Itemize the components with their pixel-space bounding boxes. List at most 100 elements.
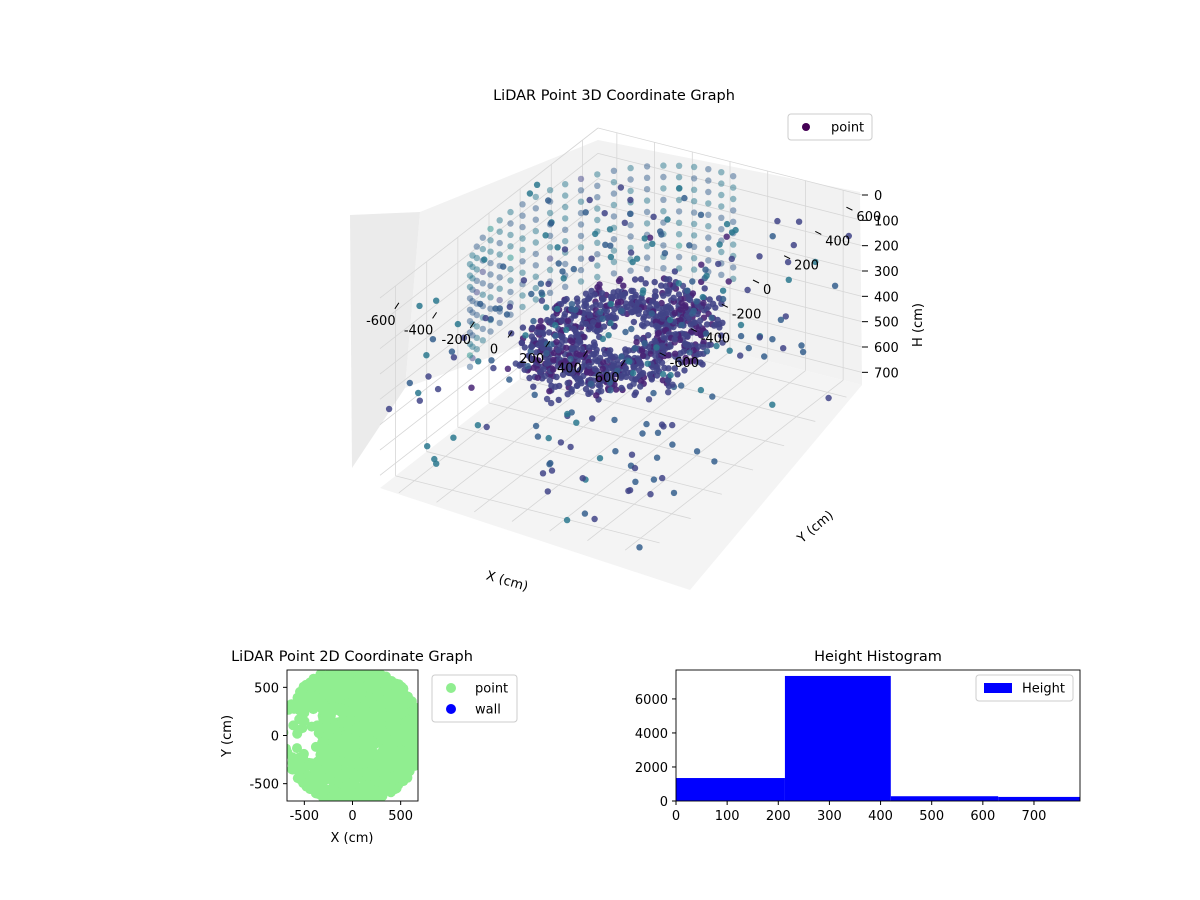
point-3d (423, 352, 430, 359)
grid-line (597, 127, 863, 196)
point-3d (660, 173, 667, 181)
point-3d (690, 186, 698, 193)
point-3d (661, 250, 669, 257)
point-2d (375, 670, 386, 680)
legend-3d-frame (787, 113, 873, 141)
z-tick-label-3d: 500 (874, 316, 899, 331)
point-3d (587, 380, 595, 387)
point-2d (360, 767, 371, 778)
x-axis-label-2d: X (cm) (331, 831, 374, 846)
point-3d (718, 203, 725, 210)
y-tick-3d (815, 230, 822, 235)
grid-line (379, 229, 599, 400)
point-3d (577, 187, 585, 194)
point-3d (454, 320, 462, 328)
point-2d (367, 709, 378, 720)
point-2d (326, 792, 337, 801)
chart-histogram: Height Histogram 0 100 200 300 400 500 600 7000… (635, 649, 1081, 824)
point-3d (519, 324, 527, 331)
point-3d (643, 208, 651, 216)
point-3d (597, 302, 604, 309)
point-3d (490, 364, 497, 372)
point-3d (519, 235, 526, 242)
point-3d (718, 332, 725, 339)
point-2d (390, 688, 401, 699)
z-tick-label-3d: 300 (874, 265, 899, 280)
point-3d (617, 275, 624, 283)
point-3d (730, 195, 737, 203)
point-2d (318, 793, 329, 801)
point-3d (667, 371, 674, 379)
point-2d (383, 740, 394, 751)
point-3d (685, 295, 692, 303)
point-3d (579, 363, 586, 370)
point-3d (610, 270, 618, 277)
point-3d (631, 391, 638, 399)
point-3d (620, 282, 627, 289)
point-3d (479, 337, 486, 344)
point-2d (287, 756, 298, 767)
point-3d (496, 285, 503, 292)
point-3d (795, 218, 803, 225)
point-3d (638, 370, 646, 378)
point-3d (479, 291, 486, 298)
point-2d (360, 698, 371, 709)
point-3d (610, 201, 618, 209)
x-tick-3d (469, 321, 475, 329)
point-3d (563, 344, 570, 351)
point-3d (473, 243, 480, 250)
y-tick-3d (690, 328, 697, 333)
point-3d (610, 179, 618, 186)
point-3d (591, 291, 598, 298)
point-3d (690, 232, 698, 239)
point-3d (756, 334, 763, 341)
point-3d (562, 337, 569, 344)
point-3d (711, 458, 718, 465)
point-3d (700, 338, 707, 346)
point-3d (645, 396, 653, 403)
point-3d (643, 220, 651, 227)
point-3d (705, 177, 712, 184)
point-3d (718, 226, 725, 233)
point-3d (543, 395, 551, 403)
point-3d (690, 198, 698, 205)
point-3d (460, 334, 468, 341)
point-3d (610, 167, 618, 174)
point-3d (636, 544, 643, 551)
point-3d (507, 288, 514, 296)
point-3d (605, 332, 612, 339)
point-3d (715, 260, 722, 268)
legend-2d-point-label: point (475, 682, 508, 697)
point-3d (627, 196, 634, 204)
point-3d (629, 258, 636, 266)
point-3d (675, 280, 682, 287)
point-3d (496, 239, 503, 247)
point-3d (554, 244, 561, 251)
point-2d (372, 686, 382, 697)
point-3d (631, 345, 639, 352)
point-3d (537, 317, 544, 325)
point-3d (535, 341, 542, 349)
point-3d (689, 310, 696, 317)
point-3d (669, 381, 676, 388)
point-3d (594, 239, 601, 246)
point-3d (669, 421, 676, 429)
point-3d (594, 262, 601, 269)
point-2d (310, 741, 321, 752)
point-3d (532, 296, 539, 303)
axes-histogram: 0 100 200 300 400 500 600 700 0 2000 4000 6000 (635, 693, 1046, 824)
point-3d (610, 258, 618, 266)
point-3d (586, 312, 593, 320)
histogram-bars (676, 675, 1080, 801)
point-3d (577, 278, 585, 285)
point-3d (450, 354, 458, 361)
point-3d (653, 344, 660, 351)
point-3d (562, 260, 569, 268)
point-2d (407, 706, 418, 717)
point-3d (578, 345, 585, 353)
point-3d (567, 337, 574, 344)
point-3d (630, 369, 637, 377)
grid-line (488, 402, 754, 471)
point-3d (416, 302, 423, 310)
point-3d (628, 294, 635, 302)
